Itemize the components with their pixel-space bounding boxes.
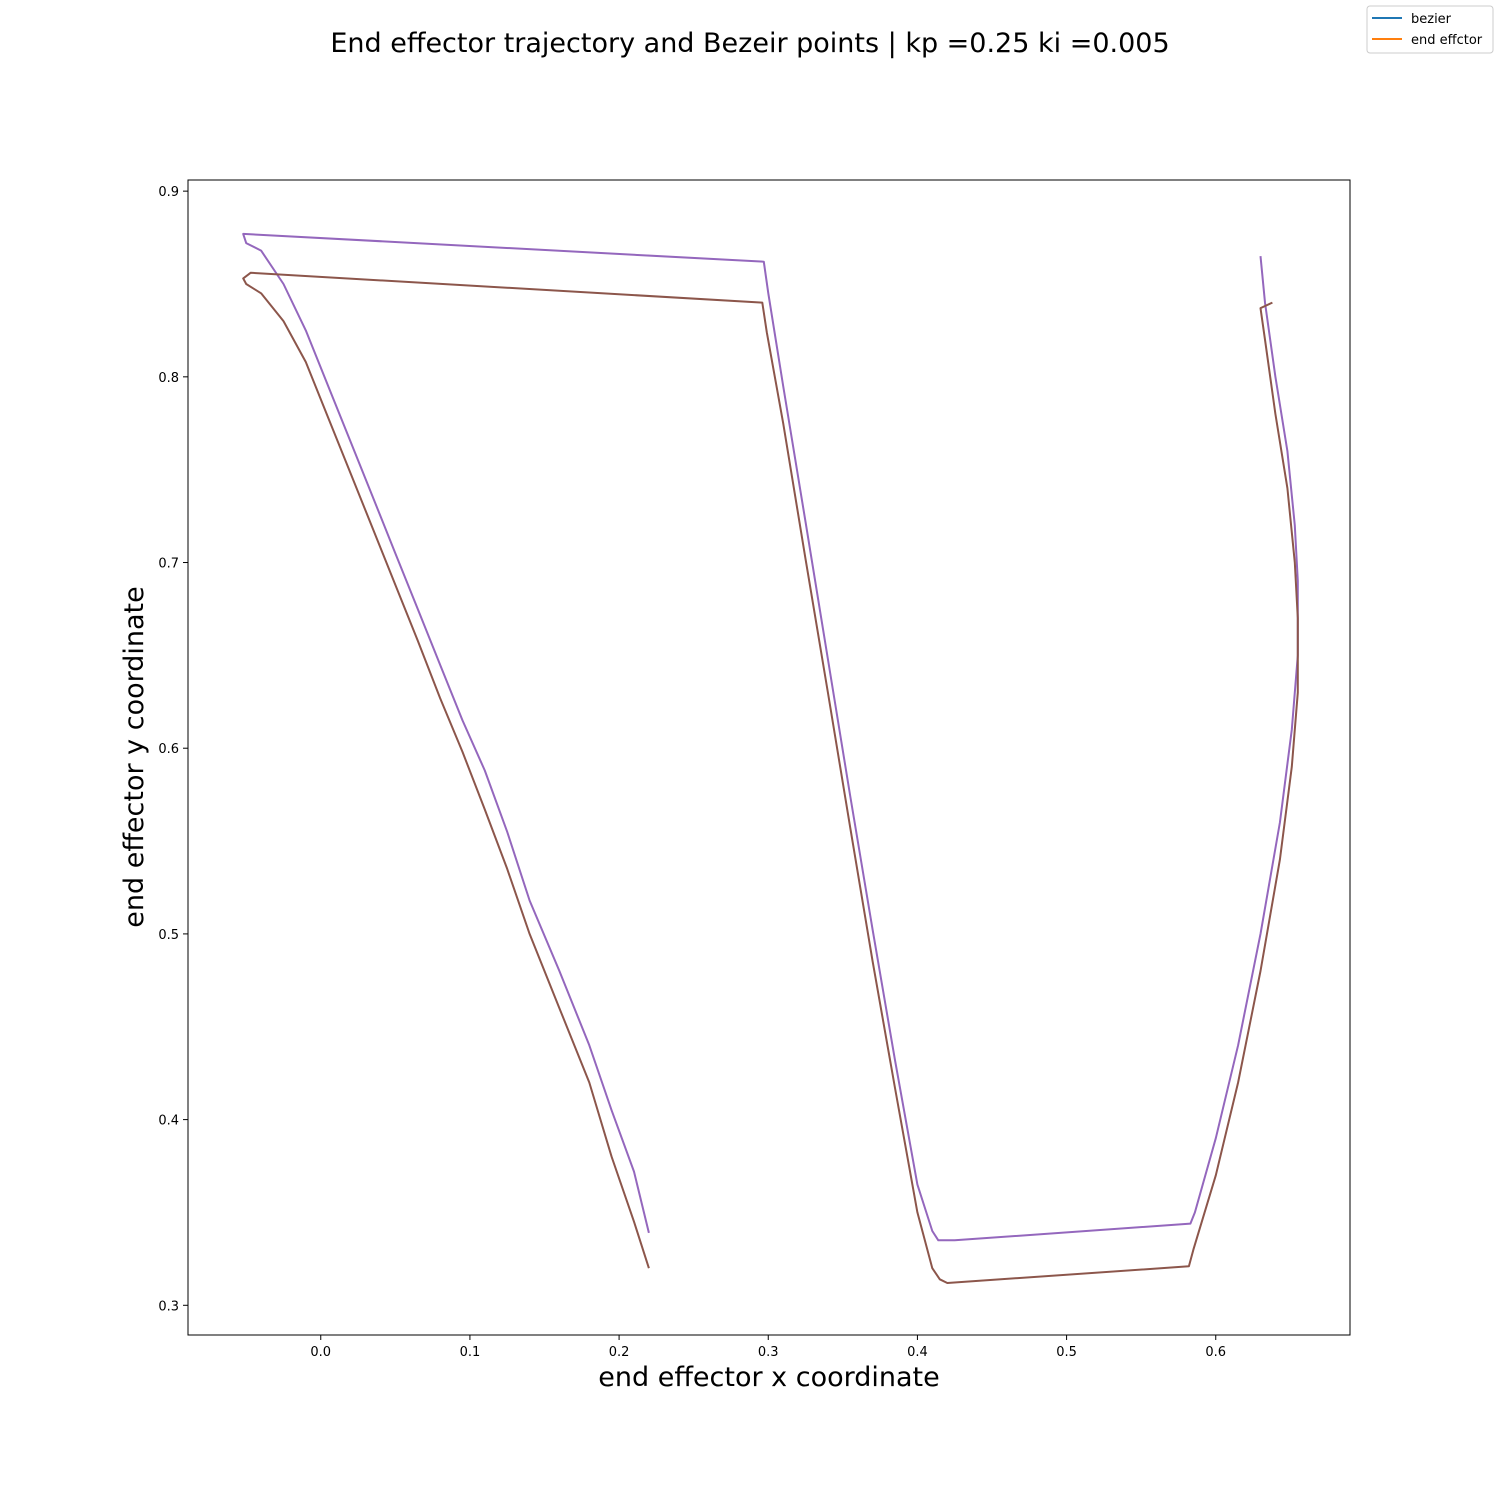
y-tick-label: 0.4 [158, 1114, 179, 1129]
y-tick-label: 0.3 [158, 1299, 179, 1314]
x-tick-label: 0.2 [609, 1345, 630, 1360]
legend-label-bezier: bezier [1411, 12, 1452, 27]
y-tick-label: 0.7 [158, 557, 179, 572]
x-tick-label: 0.5 [1056, 1345, 1077, 1360]
x-tick-label: 0.0 [310, 1345, 331, 1360]
series-layer [242, 232, 1299, 1284]
y-tick-label: 0.6 [158, 742, 179, 757]
chart-title: End effector trajectory and Bezeir point… [330, 28, 1169, 59]
legend: bezier end effctor [1366, 5, 1494, 54]
x-tick-label: 0.3 [758, 1345, 779, 1360]
y-axis: 0.3 0.4 0.5 0.6 0.7 0.8 0.9 [158, 185, 188, 1314]
series-line-0 [242, 232, 1299, 1242]
x-tick-label: 0.6 [1205, 1345, 1226, 1360]
plot-frame [187, 179, 1351, 1336]
x-axis: 0.0 0.1 0.2 0.3 0.4 0.5 0.6 [310, 1335, 1226, 1360]
x-tick-label: 0.4 [907, 1345, 928, 1360]
x-axis-label: end effector x coordinate [598, 1362, 939, 1393]
y-tick-label: 0.5 [158, 928, 179, 943]
series-line-1 [242, 271, 1299, 1284]
y-tick-label: 0.8 [158, 371, 179, 386]
x-tick-label: 0.1 [460, 1345, 481, 1360]
y-tick-label: 0.9 [158, 185, 179, 200]
legend-label-end-effctor: end effctor [1411, 33, 1483, 48]
y-axis-label: end effector y coordinate [119, 586, 150, 927]
